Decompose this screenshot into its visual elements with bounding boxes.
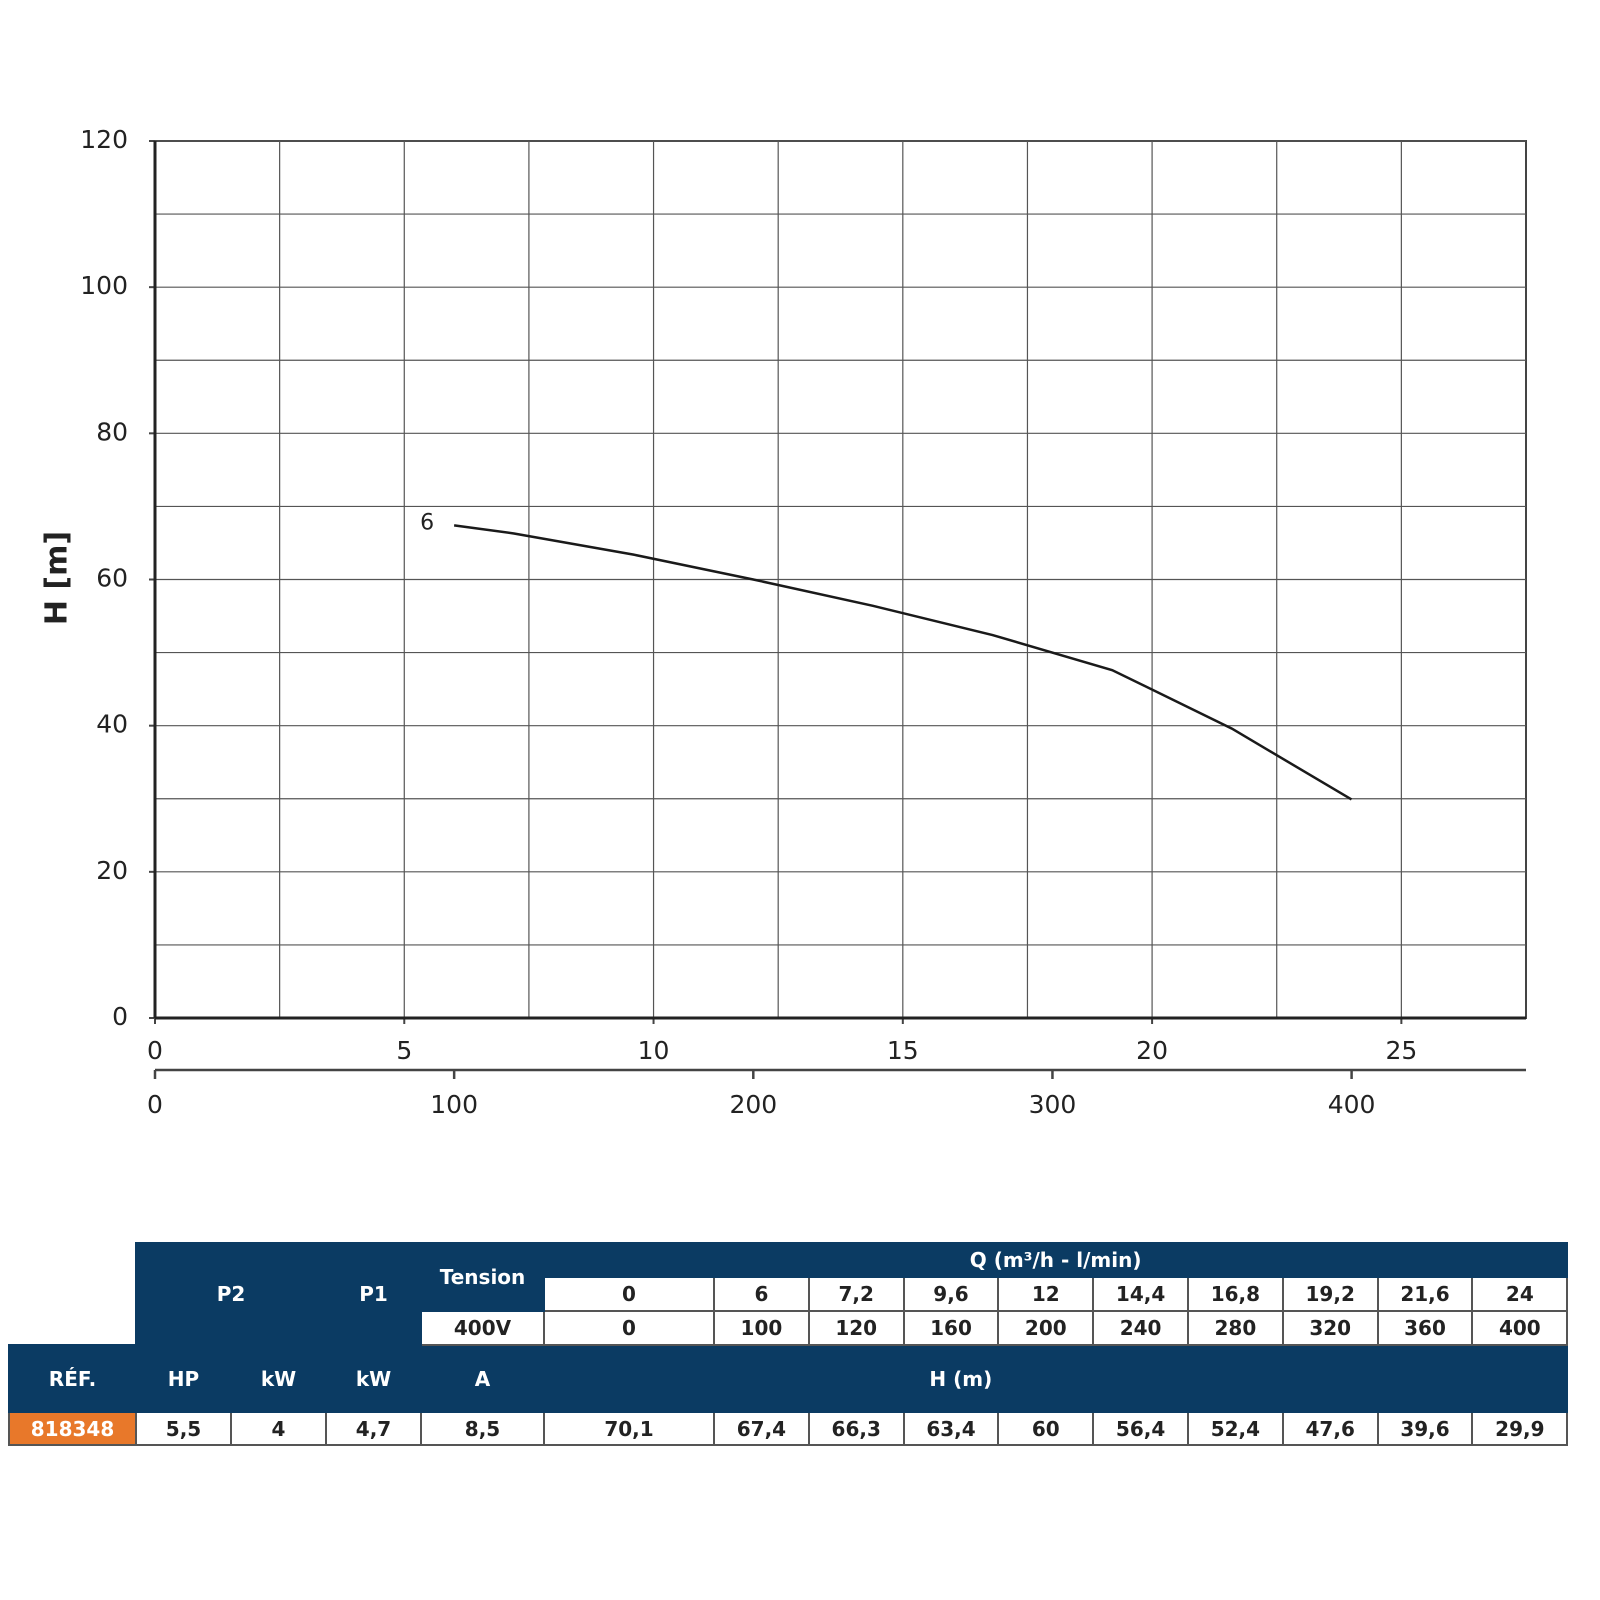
cell: H (m) [543, 1344, 1379, 1413]
y-tick-label: 120 [80, 125, 128, 154]
cell: 66,3 [807, 1411, 905, 1446]
x-tick-label: 20 [1136, 1036, 1168, 1065]
cell: 14,4 [1092, 1276, 1189, 1312]
x-tick-label: 15 [887, 1036, 919, 1065]
cell: 160 [902, 1310, 1000, 1346]
cell: 818348 [8, 1411, 137, 1446]
cell: 5,5 [135, 1411, 232, 1446]
cell: 19,2 [1281, 1276, 1379, 1312]
cell: 400V [420, 1310, 546, 1346]
cell: 16,8 [1187, 1276, 1284, 1312]
x2-tick-label: 400 [1328, 1090, 1376, 1119]
cell: 39,6 [1376, 1411, 1474, 1446]
curve [453, 524, 1353, 801]
x-tick-label: 10 [638, 1036, 670, 1065]
cell: 6 [713, 1276, 810, 1312]
cell: 7,2 [807, 1276, 905, 1312]
y-axis-label: H [m] [40, 531, 75, 625]
x2-tick-label: 0 [147, 1090, 163, 1119]
cell: 60 [997, 1411, 1095, 1446]
cell: 52,4 [1187, 1411, 1284, 1446]
cell: HP [135, 1344, 232, 1413]
cell: 100 [713, 1310, 810, 1346]
cell: 4 [229, 1411, 328, 1446]
cell: 24 [1471, 1276, 1569, 1312]
cell: 63,4 [902, 1411, 1000, 1446]
x-tick-label: 0 [147, 1036, 163, 1065]
cell: 320 [1281, 1310, 1379, 1346]
cell: 56,4 [1092, 1411, 1189, 1446]
x2-tick-label: 200 [729, 1090, 777, 1119]
cell: 400 [1471, 1310, 1569, 1346]
cell: 0 [543, 1276, 716, 1312]
y-tick-label: 60 [96, 564, 128, 593]
cell: 200 [997, 1310, 1095, 1346]
cell [1376, 1344, 1474, 1413]
cell: 120 [807, 1310, 905, 1346]
cell: 360 [1376, 1310, 1474, 1346]
x2-tick-label: 300 [1029, 1090, 1077, 1119]
cell: 0 [543, 1310, 716, 1346]
header-cell: Q (m³/h - l/min) [543, 1242, 1569, 1278]
cell: 280 [1187, 1310, 1284, 1346]
cell: A [420, 1344, 546, 1413]
chart: H [m] 0 20 40 60 80 100 120 0 5 10 15 20 25 0 100 200 30… [40, 125, 1527, 1119]
x-tick-label: 5 [396, 1036, 412, 1065]
curve-label: 6 [420, 510, 434, 535]
header-cell: Tension [420, 1242, 546, 1312]
cell: 4,7 [325, 1411, 423, 1446]
cell: kW [229, 1344, 328, 1413]
y-tick-label: 20 [96, 856, 128, 885]
x2-tick-label: 100 [430, 1090, 478, 1119]
cell: 9,6 [902, 1276, 1000, 1312]
y-tick-label: 80 [96, 417, 128, 446]
cell: 29,9 [1471, 1411, 1569, 1446]
cell: 21,6 [1376, 1276, 1474, 1312]
cell: 12 [997, 1276, 1095, 1312]
cell: 8,5 [420, 1411, 546, 1446]
cell: 67,4 [713, 1411, 810, 1446]
cell: 240 [1092, 1310, 1189, 1346]
header-cell: P1 [325, 1242, 423, 1346]
cell: kW [325, 1344, 423, 1413]
data-table: P2 P1 Tension Q (m³/h - l/min) 0 6 7,2 9,6 1… [8, 1242, 1569, 1446]
y-tick-label: 0 [112, 1002, 128, 1031]
empty-cell [9, 1243, 136, 1345]
cell: 47,6 [1281, 1411, 1379, 1446]
x-tick-label: 25 [1385, 1036, 1417, 1065]
cell: 70,1 [543, 1411, 716, 1446]
y-tick-label: 40 [96, 710, 128, 739]
cell [1471, 1344, 1569, 1413]
header-cell: P2 [134, 1242, 328, 1346]
y-tick-label: 100 [80, 271, 128, 300]
cell: RÉF. [8, 1344, 137, 1413]
